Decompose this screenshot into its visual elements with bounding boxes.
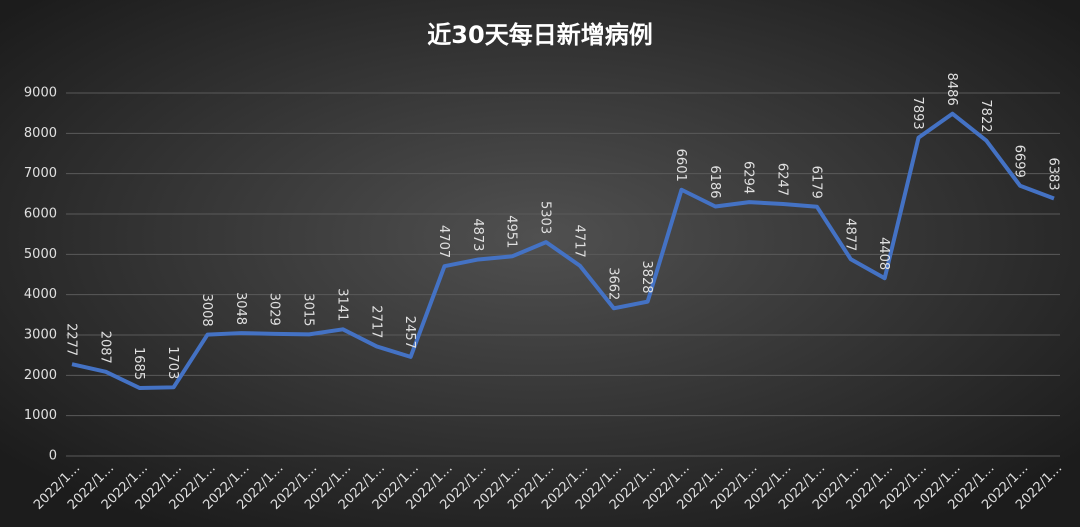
data-label: 4707	[436, 225, 451, 258]
data-label: 7893	[910, 97, 925, 130]
data-label: 6186	[707, 165, 722, 198]
data-label: 3015	[301, 293, 316, 326]
data-label: 6294	[741, 161, 756, 194]
data-label: 7822	[978, 99, 993, 132]
data-label: 3662	[605, 267, 620, 300]
data-label: 4873	[470, 218, 485, 251]
data-label: 2087	[97, 331, 112, 364]
data-label: 6179	[808, 166, 823, 199]
data-label: 5303	[538, 201, 553, 234]
data-label: 1685	[131, 347, 146, 380]
y-tick-label: 6000	[24, 207, 57, 222]
chart-title: 近30天每日新增病例	[427, 21, 652, 49]
y-tick-label: 4000	[24, 287, 57, 302]
data-label: 2457	[402, 316, 417, 349]
y-tick-label: 5000	[24, 247, 57, 262]
data-label: 2277	[64, 323, 79, 356]
data-label: 8486	[944, 73, 959, 106]
data-label: 1703	[165, 346, 180, 379]
y-tick-label: 2000	[24, 368, 57, 383]
data-label: 3008	[199, 294, 214, 327]
data-label: 6601	[673, 149, 688, 182]
data-label: 4717	[571, 225, 586, 258]
data-label: 3029	[267, 293, 282, 326]
data-label: 4951	[504, 215, 519, 248]
data-label: 6699	[1012, 145, 1027, 178]
data-label: 2717	[368, 305, 383, 338]
y-tick-label: 8000	[24, 126, 57, 141]
data-line	[71, 111, 1055, 391]
y-tick-label: 9000	[24, 86, 57, 101]
y-tick-label: 1000	[24, 408, 57, 423]
data-label: 3828	[639, 261, 654, 294]
y-tick-label: 3000	[24, 328, 57, 343]
y-tick-label: 0	[49, 449, 57, 464]
data-label: 4877	[842, 218, 857, 251]
data-label: 6383	[1046, 157, 1061, 190]
y-tick-label: 7000	[24, 166, 57, 181]
data-label: 4408	[876, 237, 891, 270]
data-label: 3048	[233, 292, 248, 325]
data-label: 3141	[334, 288, 349, 321]
data-label: 6247	[775, 163, 790, 196]
